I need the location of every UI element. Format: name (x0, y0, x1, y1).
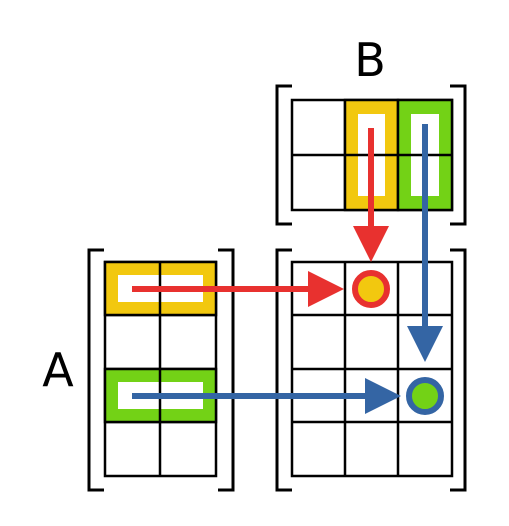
matrix-a-bracket-left (87, 248, 104, 492)
matrix-c-bracket-right (450, 248, 467, 492)
arrows (132, 124, 443, 414)
result-cell-red-yellow (352, 270, 390, 308)
matrix-c-bracket-left (275, 248, 292, 492)
matrix-b-label: B (354, 33, 386, 87)
matrix-a-bracket-right (218, 248, 235, 492)
matrix-a-label: A (42, 343, 74, 397)
matrix-b-bracket-right (450, 84, 467, 226)
matrix-b-bracket-left (275, 84, 292, 226)
matrix-c (275, 248, 467, 492)
result-cell-blue-green (406, 377, 444, 415)
matrix-c-grid (290, 260, 454, 478)
